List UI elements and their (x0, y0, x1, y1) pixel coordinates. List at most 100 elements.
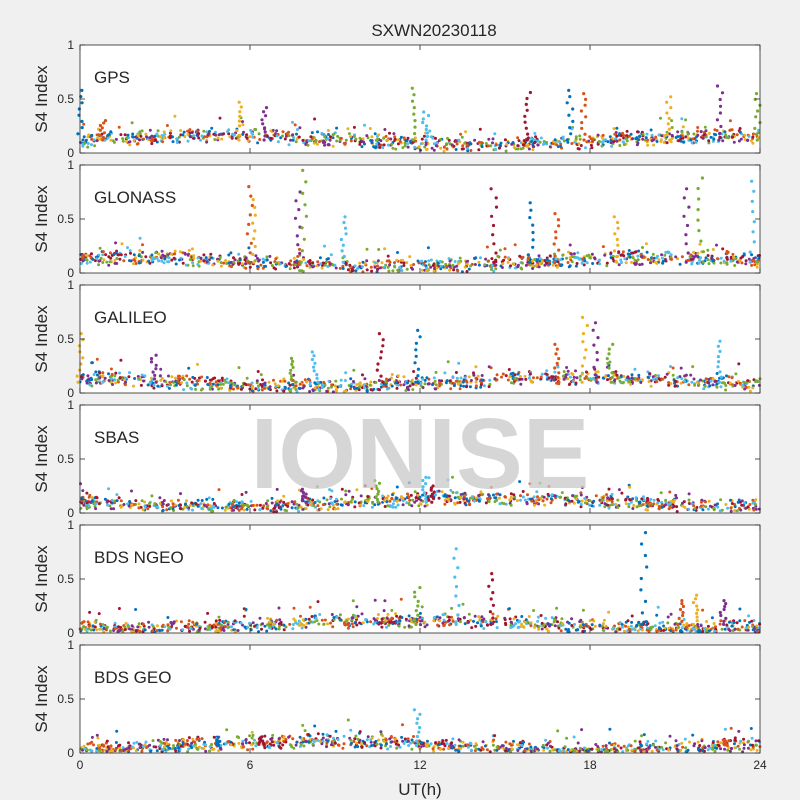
spike-point (584, 115, 588, 119)
scatter-point (542, 624, 546, 627)
scatter-point (112, 253, 116, 256)
scatter-point (237, 508, 241, 512)
scatter-point (232, 508, 236, 512)
scatter-point (738, 127, 742, 130)
scatter-point (730, 376, 734, 380)
scatter-point (232, 256, 235, 260)
spike-point (80, 119, 84, 123)
scatter-point (372, 387, 376, 391)
scatter-point (598, 262, 602, 266)
scatter-point (206, 611, 210, 615)
scatter-point (97, 263, 101, 267)
scatter-point (351, 269, 355, 272)
scatter-point (395, 258, 399, 262)
spike-point (571, 119, 575, 123)
scatter-point (383, 382, 387, 386)
scatter-point (469, 264, 473, 268)
spike-point (454, 622, 458, 627)
scatter-point (530, 259, 534, 263)
scatter-point (108, 260, 112, 264)
spike-point (715, 118, 720, 122)
scatter-point (709, 379, 713, 383)
scatter-point (318, 140, 321, 144)
spike-point (237, 124, 242, 128)
scatter-point (585, 370, 588, 374)
scatter-point (369, 139, 373, 142)
scatter-point (427, 259, 431, 263)
scatter-point (388, 131, 391, 135)
spike-point (490, 578, 495, 582)
scatter-point (740, 625, 744, 629)
scatter-point (175, 626, 178, 630)
scatter-point (638, 500, 642, 504)
spike-point (616, 226, 620, 230)
scatter-point (114, 137, 118, 141)
scatter-point (191, 261, 195, 265)
scatter-point (394, 147, 398, 151)
scatter-point (680, 377, 684, 381)
spike-point (490, 214, 494, 218)
scatter-point (196, 256, 200, 260)
scatter-point (351, 625, 355, 629)
scatter-point (484, 257, 488, 261)
scatter-point (482, 384, 486, 388)
scatter-point (146, 507, 150, 511)
scatter-point (622, 140, 626, 144)
scatter-point (190, 501, 194, 505)
scatter-point (436, 623, 440, 627)
scatter-point (170, 375, 174, 379)
scatter-point (150, 134, 154, 138)
spike-point (101, 136, 106, 140)
spike-point (529, 208, 533, 212)
scatter-point (408, 255, 412, 259)
scatter-point (446, 360, 450, 364)
scatter-point (663, 257, 667, 261)
spike-point (248, 251, 252, 255)
scatter-point (169, 129, 173, 133)
scatter-point (712, 261, 716, 265)
scatter-point (624, 502, 628, 506)
scatter-point (103, 497, 107, 501)
scatter-point (361, 621, 365, 625)
scatter-point (604, 374, 607, 378)
scatter-point (308, 390, 312, 393)
scatter-point (660, 256, 664, 260)
scatter-point (679, 139, 683, 143)
scatter-point (660, 505, 664, 509)
scatter-point (727, 136, 730, 140)
scatter-point (558, 258, 562, 262)
scatter-point (503, 618, 507, 622)
spike-point (98, 128, 102, 132)
scatter-point (631, 381, 634, 384)
scatter-point (537, 265, 541, 269)
scatter-point (298, 269, 302, 273)
scatter-point (751, 386, 755, 390)
scatter-point (346, 127, 350, 131)
scatter-point (323, 263, 327, 267)
scatter-point (576, 147, 580, 151)
scatter-point (456, 617, 460, 621)
scatter-point (530, 140, 534, 143)
scatter-point (482, 627, 486, 630)
scatter-point (668, 490, 672, 494)
scatter-point (90, 361, 94, 365)
scatter-point (503, 247, 507, 251)
scatter-point (188, 131, 192, 135)
scatter-point (287, 134, 291, 138)
scatter-point (190, 131, 194, 135)
scatter-point (323, 618, 327, 622)
spike-point (152, 377, 157, 381)
spike-point (80, 88, 84, 92)
scatter-point (598, 258, 601, 262)
scatter-point (165, 508, 169, 512)
scatter-point (390, 142, 394, 146)
scatter-point (610, 500, 614, 504)
scatter-point (120, 242, 124, 246)
scatter-point (555, 143, 559, 147)
spike-point (718, 349, 722, 353)
scatter-point (291, 138, 295, 142)
scatter-point (521, 255, 525, 259)
scatter-point (101, 253, 105, 257)
scatter-point (148, 136, 152, 140)
scatter-point (720, 627, 724, 631)
